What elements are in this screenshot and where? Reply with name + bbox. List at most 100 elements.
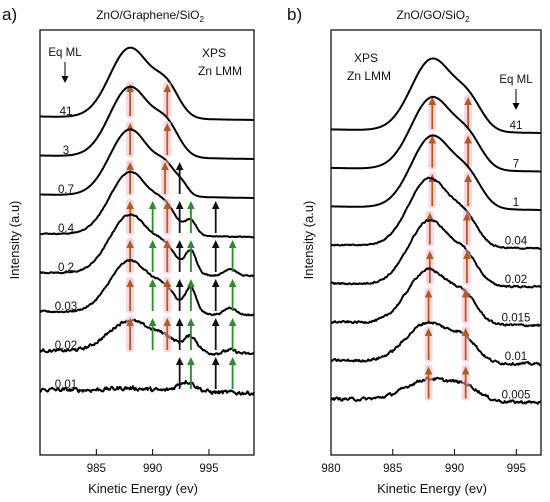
panel-b-annotation-xps: XPS bbox=[354, 51, 378, 65]
panel-a-peak-arrow bbox=[126, 160, 135, 196]
panel-a-legend-arrow bbox=[61, 62, 69, 83]
panel-a-ylabel: Intensity (a.u) bbox=[7, 201, 22, 280]
panel-a-peak-arrow bbox=[161, 160, 170, 196]
panel-a-peak-arrow bbox=[228, 279, 237, 311]
panel-b-frame bbox=[330, 29, 542, 456]
panel-a-peak-arrow bbox=[126, 238, 135, 274]
panel-b-letter: b) bbox=[287, 5, 302, 24]
panel-a-peak-arrow bbox=[175, 162, 184, 194]
panel-a-peak-arrow bbox=[163, 238, 172, 274]
panel-b-ylabel: Intensity (a.u) bbox=[301, 201, 316, 280]
panel-a-coverage-label: 41 bbox=[60, 106, 73, 118]
panel-b-peak-arrow bbox=[462, 210, 471, 247]
panel-a-peak-arrow bbox=[211, 240, 220, 272]
panel-a: a) ZnO/Graphene/SiO2 Intensity (a.u) Kin… bbox=[2, 5, 255, 496]
panel-a-peak-arrow bbox=[163, 316, 172, 352]
panel-b-coverage-label: 0.005 bbox=[502, 390, 531, 402]
panel-a-peak-arrow bbox=[228, 357, 237, 389]
panel-a-peak-arrow bbox=[126, 199, 135, 235]
panel-a-spectrum-line bbox=[39, 170, 255, 239]
panel-b-peak-arrow bbox=[462, 249, 471, 285]
panel-a-peak-arrow bbox=[148, 279, 157, 311]
panel-a-peak-arrow bbox=[211, 357, 220, 389]
panel-a-peak-arrow bbox=[211, 201, 220, 233]
panel-b-spectrum-line bbox=[330, 57, 542, 134]
panel-a-peak-arrow bbox=[175, 201, 184, 233]
panel-a-peak-arrow bbox=[175, 279, 184, 311]
panel-a-letter: a) bbox=[2, 5, 17, 24]
panel-a-peak-arrow bbox=[163, 277, 172, 313]
panel-b-spectrum-line bbox=[330, 267, 542, 328]
panel-a-peak-arrow bbox=[228, 240, 237, 272]
panel-b-peak-arrow bbox=[424, 364, 433, 401]
panel-b-coverage-label: 1 bbox=[513, 197, 519, 209]
panel-a-peak-arrow bbox=[126, 277, 135, 313]
panel-a-peak-arrow bbox=[148, 201, 157, 233]
panel-a-peak-arrow bbox=[228, 318, 237, 350]
panel-a-peak-arrow bbox=[187, 318, 195, 350]
panel-a-peak-arrow bbox=[175, 240, 184, 272]
panel-a-peak-arrow bbox=[126, 121, 135, 157]
panel-b-spectrum-line bbox=[330, 376, 542, 405]
panel-b-coverage-label: 0.015 bbox=[502, 313, 531, 325]
panel-a-peak-arrow bbox=[211, 318, 220, 350]
panel-a-spectrum-line bbox=[39, 213, 255, 278]
panel-b-coverage-label: 41 bbox=[510, 120, 523, 132]
panel-b-spectrum-line bbox=[330, 134, 542, 211]
panel-a-coverage-label: 0.02 bbox=[55, 340, 77, 352]
panel-b-peak-arrow bbox=[425, 249, 434, 285]
panel-a-annotation-znlmm: Zn LMM bbox=[198, 64, 242, 78]
panel-a-coverage-label: 3 bbox=[63, 145, 69, 157]
panel-b-spectrum-line bbox=[330, 219, 542, 289]
panel-a-peak-arrow bbox=[163, 121, 172, 157]
panel-b-peak-arrow bbox=[428, 133, 437, 170]
panel-a-coverage-label: 0.03 bbox=[55, 301, 77, 313]
panel-a-xtick-label: 990 bbox=[143, 463, 162, 475]
panel-a-peak-arrow bbox=[187, 240, 195, 272]
panel-b-peak-arrow bbox=[464, 133, 473, 170]
panel-b-peak-arrow bbox=[464, 172, 473, 208]
panel-b-xlabel: Kinetic Energy (ev) bbox=[377, 481, 487, 496]
panel-a-coverage-label: 0.4 bbox=[58, 223, 75, 235]
panel-a-spectrum-line bbox=[39, 128, 255, 199]
panel-a-coverage-label: 0.7 bbox=[58, 184, 74, 196]
panel-b-coverage-label: 0.04 bbox=[505, 236, 528, 248]
panel-b-spectrum-line bbox=[330, 96, 542, 173]
panel-a-spectrum-line bbox=[39, 258, 255, 317]
panel-a-frame bbox=[39, 29, 255, 456]
panel-a-title: ZnO/Graphene/SiO2 bbox=[96, 8, 204, 24]
panel-a-coverage-label: 0.01 bbox=[55, 379, 77, 391]
panel-b-peak-arrow bbox=[461, 287, 470, 324]
panel-b-peak-arrow bbox=[425, 210, 434, 247]
panel-b: b) ZnO/GO/SiO2 Intensity (a.u) Kinetic E… bbox=[287, 5, 542, 496]
panel-a-peak-arrow bbox=[175, 318, 184, 350]
panel-b-coverage-label: 7 bbox=[513, 159, 519, 171]
panel-a-xtick-label: 985 bbox=[87, 463, 106, 475]
panel-a-spectrum-line bbox=[39, 46, 255, 121]
panel-a-xtick-label: 995 bbox=[199, 463, 218, 475]
panel-b-legend-arrow bbox=[512, 89, 520, 110]
panel-a-peak-arrow bbox=[175, 357, 184, 389]
panel-a-spectrum-line bbox=[39, 318, 255, 356]
panel-b-annotation-znlmm: Zn LMM bbox=[347, 69, 391, 83]
panel-a-peak-arrow bbox=[148, 240, 157, 272]
panel-a-peak-arrow bbox=[126, 316, 135, 352]
panel-a-peak-arrow bbox=[211, 279, 220, 311]
panel-b-xtick-label: 995 bbox=[507, 463, 526, 475]
panel-b-coverage-label: 0.02 bbox=[505, 274, 527, 286]
panel-a-spectrum-line bbox=[39, 85, 255, 160]
panel-b-peak-arrow bbox=[424, 326, 433, 362]
panel-b-legend-header: Eq ML bbox=[499, 74, 533, 86]
panel-a-peak-arrow bbox=[187, 201, 195, 233]
panel-b-peak-arrow bbox=[461, 364, 470, 401]
panel-b-peak-arrow bbox=[424, 287, 433, 324]
panel-a-peak-arrow bbox=[187, 357, 195, 389]
panel-b-xtick-label: 985 bbox=[383, 463, 402, 475]
panel-b-xtick-label: 990 bbox=[445, 463, 464, 475]
panel-b-peak-arrow bbox=[464, 95, 473, 131]
panel-b-peak-arrow bbox=[461, 326, 470, 362]
panel-a-peak-arrow bbox=[148, 318, 157, 350]
panel-a-peak-arrow bbox=[163, 199, 172, 235]
panel-a-annotation-xps: XPS bbox=[202, 46, 226, 60]
panel-b-spectrum-line bbox=[330, 320, 542, 367]
